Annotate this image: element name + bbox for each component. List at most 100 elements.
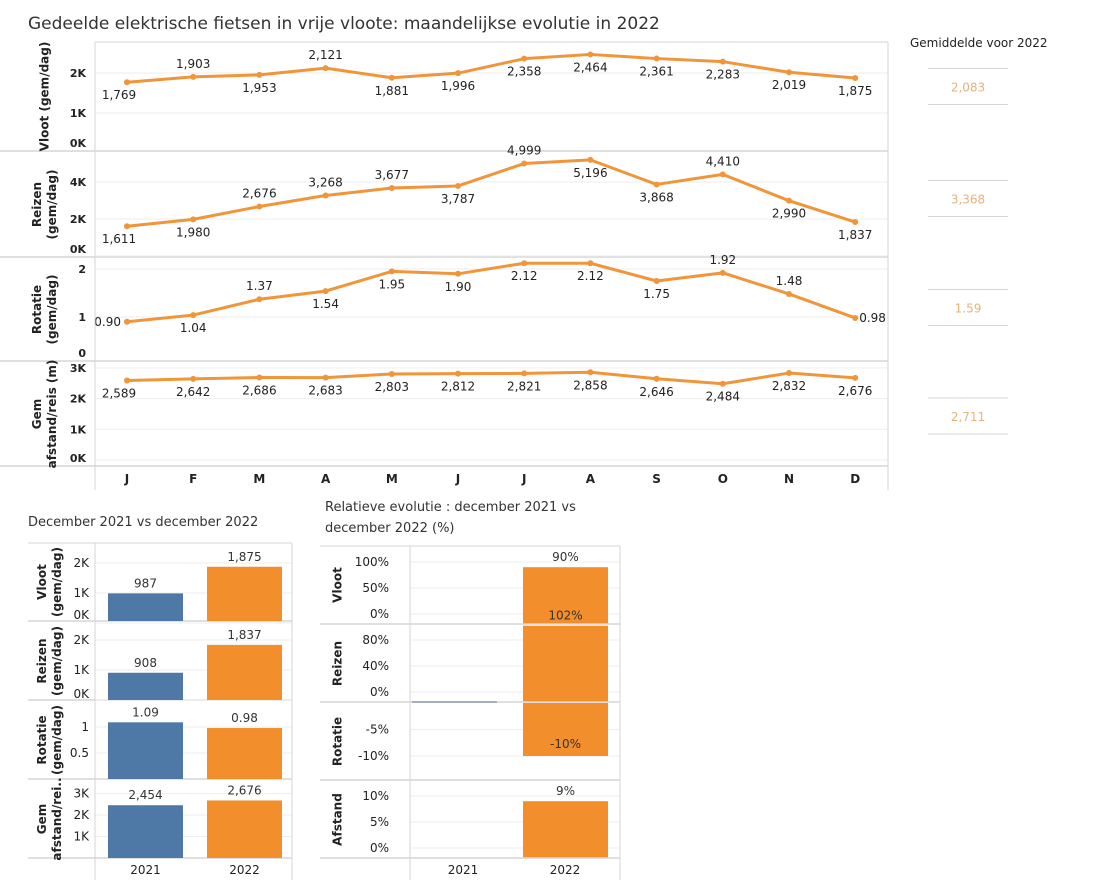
data-point (719, 171, 726, 178)
data-label: 2.12 (577, 269, 604, 283)
data-label: 1,953 (242, 81, 276, 95)
axis-title: afstand/rei.. (50, 777, 64, 860)
y-tick-label: 0% (370, 841, 389, 855)
bar-label: 1,837 (227, 628, 261, 642)
axis-title: Reizen (331, 641, 345, 686)
data-point (786, 69, 792, 76)
data-point (653, 278, 660, 284)
data-point (388, 370, 395, 377)
y-tick-label: 3K (70, 362, 87, 375)
data-point (322, 192, 329, 199)
y-tick-label: 2K (73, 808, 90, 822)
axis-title: Rotatie (331, 717, 345, 766)
average-value: 2,083 (951, 81, 985, 95)
series-line (126, 52, 856, 84)
axis-title: Rotatie (30, 285, 44, 334)
data-label: 1,903 (176, 57, 210, 71)
data-label: 1.48 (776, 274, 803, 288)
data-point (322, 288, 329, 295)
data-label: 1.95 (378, 277, 405, 291)
x-tick-label: D (850, 472, 860, 486)
bar-label: 2,676 (227, 783, 261, 797)
bar-label: 1.09 (132, 705, 159, 719)
y-tick-label: 0.5 (70, 746, 89, 760)
y-tick-label: 1K (73, 663, 90, 677)
x-tick-label: N (784, 472, 794, 486)
bar-label: 987 (134, 576, 157, 590)
data-label: 2,589 (102, 387, 136, 401)
average-value: 2,711 (951, 410, 985, 424)
y-tick-label: 0 (78, 347, 86, 360)
axis-title: afstand/reis (m) (45, 360, 59, 469)
y-tick-label: 1K (73, 586, 90, 600)
data-label: 1,996 (441, 79, 475, 93)
data-point (455, 182, 461, 189)
comparison-chart-title: December 2021 vs december 2022 (28, 515, 259, 530)
y-tick-label: 80% (362, 633, 389, 647)
data-label: 3,787 (441, 192, 475, 206)
y-tick-label: 10% (362, 789, 389, 803)
bar-label: 90% (552, 550, 579, 564)
data-point (587, 51, 594, 58)
axis-title: Gem (35, 804, 49, 835)
data-label: 2,019 (772, 78, 806, 92)
y-tick-label: 2K (70, 393, 87, 406)
data-point (786, 290, 792, 297)
data-label: 1,769 (102, 88, 136, 102)
data-point (852, 374, 859, 381)
data-label: 2,464 (573, 60, 607, 74)
data-point (852, 314, 859, 321)
bar-label: 9% (556, 784, 575, 798)
y-tick-label: -10% (358, 749, 389, 763)
x-tick-label: O (718, 472, 728, 486)
data-point (653, 181, 660, 188)
data-label: 2,646 (639, 385, 673, 399)
data-label: 1,837 (838, 228, 872, 242)
data-label: 2,358 (507, 65, 541, 79)
y-tick-label: 2 (78, 263, 86, 276)
y-tick-label: 2K (70, 213, 87, 226)
x-tick-label: M (253, 472, 265, 486)
series-line (126, 158, 856, 228)
data-point (587, 156, 594, 163)
data-label: 2,683 (308, 384, 342, 398)
x-tick-label: S (652, 472, 661, 486)
data-point (190, 73, 197, 80)
y-tick-label: 50% (362, 581, 389, 595)
axis-title: (gem/dag) (50, 705, 64, 775)
y-tick-label: 40% (362, 659, 389, 673)
series-line (126, 261, 856, 324)
data-point (190, 216, 197, 223)
bar-2022 (207, 800, 282, 858)
bar-2022 (523, 703, 608, 756)
data-point (190, 375, 197, 382)
axis-title: Vloot (331, 567, 345, 603)
bar-label: 908 (134, 656, 157, 670)
data-point (521, 260, 528, 267)
data-point (322, 374, 329, 381)
y-tick-label: 0% (370, 685, 389, 699)
y-tick-label: 0K (70, 243, 87, 256)
data-label: 1,980 (176, 225, 210, 239)
bar-2021 (108, 722, 183, 779)
data-point (256, 296, 263, 303)
y-tick-label: 1 (81, 720, 89, 734)
bar-2022 (207, 728, 282, 779)
data-point (455, 270, 461, 277)
data-label: 2,858 (573, 378, 607, 392)
data-point (256, 71, 263, 78)
y-tick-label: 0K (73, 608, 90, 622)
bar-2022 (207, 644, 282, 700)
x-tick-label: 2022 (229, 863, 260, 877)
data-label: 2,484 (706, 390, 740, 404)
data-label: 2,832 (772, 379, 806, 393)
data-point (719, 58, 726, 65)
data-label: 4,999 (507, 144, 541, 158)
data-label: 1.54 (312, 297, 339, 311)
data-label: 2,803 (375, 380, 409, 394)
axis-title: (gem/dag) (45, 170, 59, 240)
data-point (521, 160, 528, 167)
bar-2022 (523, 567, 608, 624)
data-point (719, 380, 726, 387)
